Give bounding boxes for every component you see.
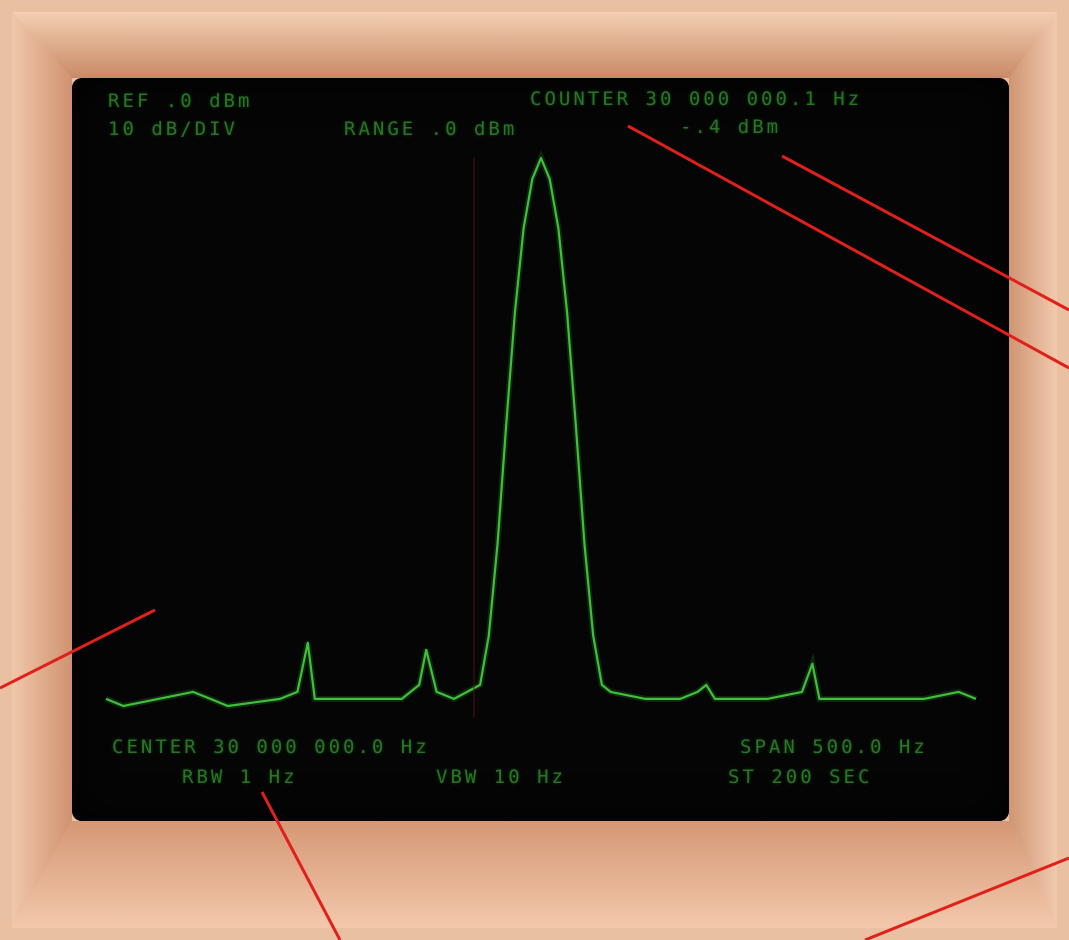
center-frequency-readout: CENTER 30 000 000.0 Hz xyxy=(112,736,430,758)
spectrum-trace-plot xyxy=(104,150,978,718)
spectrum-trace-glow xyxy=(104,150,978,710)
marker-level-readout: -.4 dBm xyxy=(680,116,782,138)
spectrum-trace-line xyxy=(105,156,977,708)
counter-readout: COUNTER 30 000 000.1 Hz xyxy=(530,88,863,110)
scale-readout: 10 dB/DIV xyxy=(108,118,238,140)
crt-screen: REF .0 dBm 10 dB/DIV RANGE .0 dBm COUNTE… xyxy=(72,78,1009,821)
range-readout: RANGE .0 dBm xyxy=(344,118,518,140)
rbw-readout: RBW 1 Hz xyxy=(182,766,298,788)
ref-level-readout: REF .0 dBm xyxy=(108,90,253,112)
sweep-time-readout: ST 200 SEC xyxy=(728,766,873,788)
span-readout: SPAN 500.0 Hz xyxy=(740,736,928,758)
vbw-readout: VBW 10 Hz xyxy=(436,766,566,788)
